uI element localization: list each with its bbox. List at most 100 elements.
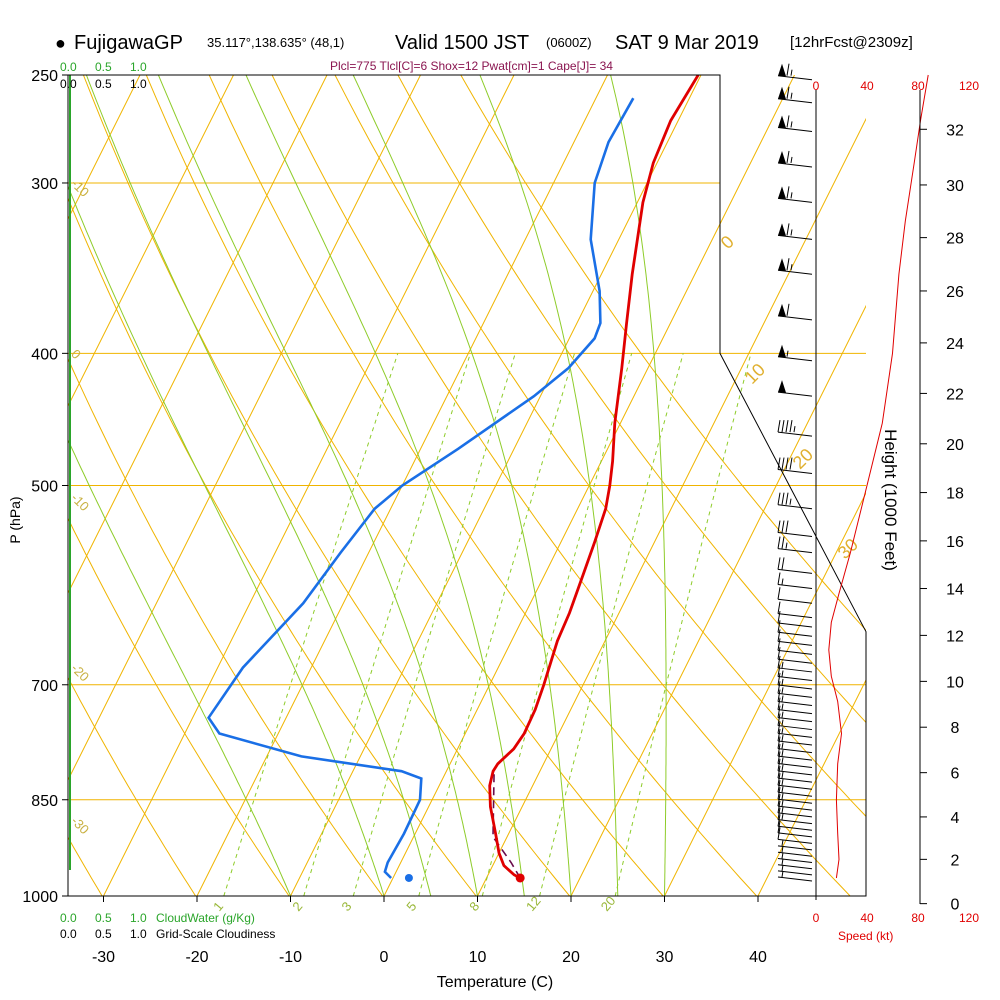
height-tick-label: 6	[951, 766, 960, 783]
cloudiness-label: Grid-Scale Cloudiness	[156, 927, 275, 941]
wind-barb-staff	[777, 832, 813, 838]
wind-barb-staff	[777, 622, 813, 628]
wind-barb-staff	[777, 692, 813, 698]
x-tick-label: 0	[380, 949, 389, 966]
wind-barb-staff	[777, 858, 813, 863]
isotherm-line	[68, 75, 421, 782]
wind-barb-staff	[777, 469, 813, 475]
cloud-water-bottom-tick: 0.5	[95, 911, 112, 925]
wind-barb	[777, 858, 813, 870]
wind-barb-full	[777, 814, 781, 827]
y-axis-label: P (hPa)	[7, 496, 23, 543]
wind-barb-staff	[777, 701, 813, 707]
wind-barb-staff	[777, 684, 813, 690]
wind-barb-half	[781, 870, 784, 878]
mixing-ratio-line	[303, 353, 471, 896]
wind-barb-staff	[777, 784, 813, 790]
wind-barb-half	[793, 426, 796, 433]
cloudiness-top-tick: 0.5	[95, 77, 112, 91]
wind-barb-half	[781, 793, 784, 800]
x-tick-label: 20	[562, 949, 580, 966]
wind-barb-full	[777, 457, 781, 470]
height-tick-label: 12	[946, 628, 964, 645]
wind-barb-half	[781, 852, 784, 859]
wind-barb-half	[781, 670, 784, 677]
wind-barb-half	[781, 846, 784, 853]
temperature-line	[488, 75, 700, 880]
wind-barb-full	[786, 303, 790, 316]
wind-barb	[777, 655, 813, 673]
wind-barb	[777, 420, 813, 437]
axis-ticks: 250 300 400 500 700 850 1000 -30 -20 -10 0 10 20 30 40	[22, 68, 767, 966]
wind-barb-full	[781, 420, 785, 433]
wind-barb-staff	[777, 676, 813, 682]
wind-barb-half	[790, 156, 793, 164]
wind-barb-half	[781, 779, 784, 786]
wind-barb-staff	[777, 126, 813, 132]
thermo-grid	[68, 75, 866, 896]
wind-barb	[777, 258, 813, 275]
utc-time: (0600Z)	[546, 35, 592, 50]
wind-barb	[777, 864, 813, 876]
x-tick-label: -30	[92, 949, 115, 966]
wind-barb-staff	[777, 640, 813, 646]
wind-barb-pennant	[778, 186, 786, 199]
moist-adiabat-line	[245, 75, 525, 896]
dry-adiabat-line	[68, 357, 384, 896]
wind-barb-staff	[777, 391, 813, 397]
wind-barb-staff	[777, 613, 813, 619]
moist-adiabat-line	[85, 75, 432, 896]
wind-barb-full	[777, 420, 781, 433]
wind-barb-full	[777, 697, 781, 710]
x-tick-label: -10	[279, 949, 302, 966]
wind-barb-staff	[777, 584, 813, 590]
wind-barb	[777, 638, 813, 655]
wind-barb	[777, 773, 813, 790]
wind-barb	[777, 672, 813, 690]
cloud-water-bottom-tick: 0.0	[60, 911, 77, 925]
wind-speed-bottom-tick: 120	[959, 911, 979, 925]
wind-barb-full	[781, 457, 785, 470]
wind-barb-full	[786, 186, 790, 199]
wind-barb-full	[777, 689, 781, 702]
wind-barb	[777, 839, 813, 851]
wind-barb	[777, 186, 813, 203]
dry-adiabat-line	[68, 517, 290, 896]
wind-barb-full	[781, 520, 785, 533]
wind-barb-staff	[777, 658, 813, 664]
height-tick-label: 20	[946, 437, 964, 454]
wind-barb-half	[781, 578, 784, 585]
cloudiness-bottom-tick: 0.5	[95, 927, 112, 941]
wind-barb-pennant	[778, 63, 786, 77]
isotherm-line	[68, 75, 328, 595]
height-axis-label: Height (1000 Feet)	[881, 429, 900, 571]
wind-barb-half	[781, 764, 784, 771]
wind-barb-full	[786, 223, 790, 236]
wind-barb-full	[777, 664, 781, 677]
wind-barb-staff	[777, 876, 813, 882]
wind-barb	[777, 744, 813, 761]
dry-adiabat-line	[397, 75, 866, 724]
wind-barb	[777, 520, 813, 538]
wind-barb	[777, 780, 813, 797]
wind-barb-staff	[777, 631, 813, 637]
wind-barb-full	[777, 807, 781, 820]
wind-barb-staff	[777, 777, 813, 783]
wind-barb-staff	[777, 870, 813, 876]
wind-barb-half	[781, 750, 784, 757]
wind-barb-staff	[777, 725, 813, 731]
wind-barb-staff	[777, 732, 813, 738]
mixing-ratio-line	[481, 353, 633, 896]
cloud-water-top-tick: 1.0	[130, 60, 147, 74]
wind-barb-full	[777, 794, 781, 807]
wind-barb	[777, 223, 813, 240]
wind-barb-half	[781, 839, 784, 846]
wind-barb	[777, 852, 813, 863]
isotherm-line	[103, 75, 515, 896]
sounding-parameters: Plcl=775 Tlcl[C]=6 Shox=12 Pwat[cm]=1 Ca…	[330, 59, 613, 73]
wind-barb-half	[790, 192, 793, 199]
wind-barb-pennant	[778, 223, 786, 236]
wind-barb-full	[777, 536, 781, 549]
height-tick-label: 22	[946, 386, 964, 403]
